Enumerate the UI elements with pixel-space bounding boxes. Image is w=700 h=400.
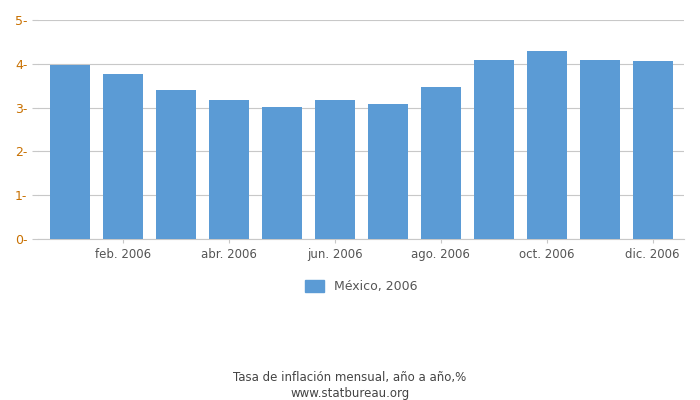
- Text: www.statbureau.org: www.statbureau.org: [290, 388, 410, 400]
- Bar: [209, 100, 248, 239]
- Bar: [156, 90, 195, 239]
- Bar: [50, 65, 90, 239]
- Bar: [421, 86, 461, 239]
- Bar: [580, 60, 620, 239]
- Text: Tasa de inflación mensual, año a año,%: Tasa de inflación mensual, año a año,%: [233, 372, 467, 384]
- Bar: [527, 51, 566, 239]
- Bar: [633, 61, 673, 239]
- Bar: [368, 104, 407, 239]
- Bar: [315, 100, 354, 239]
- Legend: México, 2006: México, 2006: [300, 275, 422, 298]
- Bar: [474, 60, 514, 239]
- Bar: [103, 74, 143, 239]
- Bar: [262, 107, 302, 239]
